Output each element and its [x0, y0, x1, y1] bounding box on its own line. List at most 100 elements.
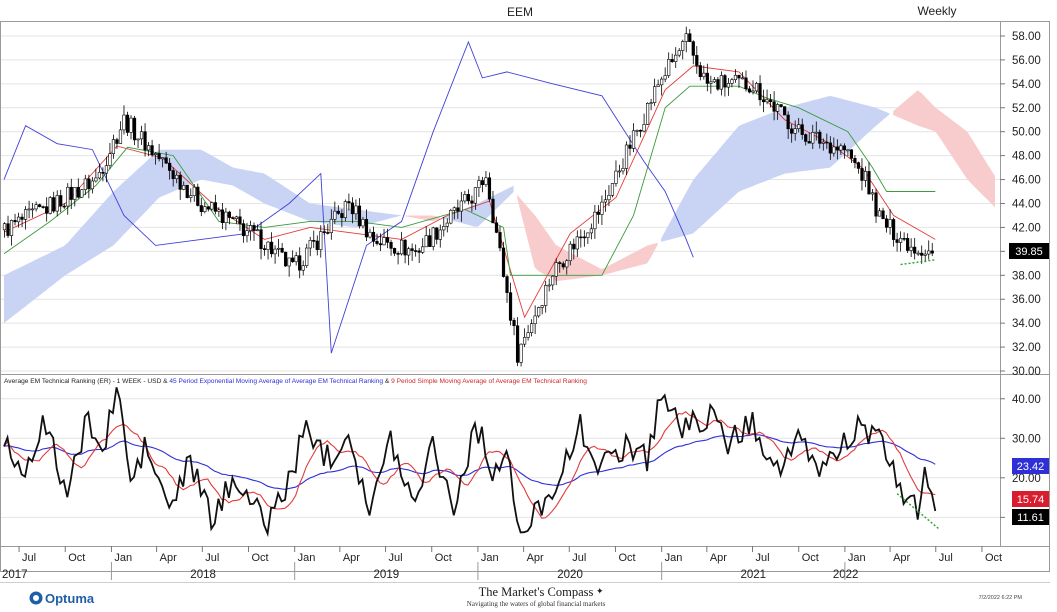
candle-body: [906, 238, 910, 251]
brand-title: The Market's Compass: [479, 585, 594, 599]
candle-body: [463, 194, 467, 202]
year-label: 2021: [741, 569, 767, 581]
candle-body: [442, 226, 446, 231]
ranking-tick-label: 40.00: [1012, 394, 1041, 406]
month-label: Oct: [435, 552, 452, 564]
candle-body: [392, 248, 397, 254]
candle-body: [438, 229, 442, 240]
year-label: 2018: [190, 569, 216, 581]
candle-body: [175, 174, 179, 180]
year-label: 2022: [833, 569, 859, 581]
candle-body: [628, 144, 632, 149]
candle-body: [294, 255, 298, 263]
candle-body: [927, 250, 931, 255]
candle-body: [62, 205, 66, 208]
candle-body: [726, 83, 731, 88]
candle-body: [702, 72, 706, 77]
candle-body: [445, 222, 449, 227]
candle-body: [530, 323, 534, 334]
month-label: Jul: [389, 552, 403, 564]
candle-body: [568, 243, 572, 262]
candle-body: [558, 262, 562, 264]
candle-body: [389, 242, 393, 249]
candle-body: [779, 104, 783, 107]
cloud-bearish-band: [893, 90, 995, 208]
declining-trendline: [896, 493, 940, 530]
candle-body: [266, 241, 270, 250]
candle-body: [385, 237, 390, 243]
candle-body: [6, 223, 10, 236]
candle-body: [421, 246, 425, 253]
price-tick-label: 32.00: [1012, 342, 1041, 354]
month-label: Jul: [22, 552, 36, 564]
candle-body: [512, 320, 516, 327]
candle-body: [786, 114, 790, 130]
chart-frame: [0, 21, 1050, 572]
candle-body: [371, 231, 376, 242]
candle-body: [80, 189, 84, 198]
candle-body: [484, 177, 488, 185]
candle-body: [13, 220, 17, 223]
month-label: Oct: [618, 552, 635, 564]
candle-body: [575, 236, 579, 250]
candle-body: [368, 231, 372, 238]
candle-body: [719, 75, 723, 90]
candle-body: [537, 307, 541, 317]
candle-body: [807, 141, 811, 144]
ema-value-text: 23.42: [1017, 461, 1045, 473]
candle-body: [357, 205, 362, 227]
candle-body: [818, 131, 822, 144]
candle-body: [414, 250, 418, 252]
candle-body: [203, 206, 207, 213]
candle-body: [783, 106, 787, 116]
candle-body: [466, 194, 470, 202]
candle-body: [171, 170, 175, 180]
compass-icon: ✦: [596, 586, 604, 596]
candle-body: [477, 180, 481, 188]
candle-body: [561, 263, 565, 268]
candle-body: [31, 208, 35, 211]
candle-body: [354, 205, 358, 215]
candle-body: [712, 79, 716, 83]
candle-body: [660, 78, 664, 86]
candle-body: [459, 200, 463, 212]
candle-body: [238, 216, 242, 224]
cloud-bullish-band: [443, 185, 514, 227]
candle-body: [456, 207, 460, 212]
candle-body: [104, 165, 109, 174]
candle-body: [533, 315, 537, 325]
candle-body: [76, 187, 80, 198]
price-tick-label: 42.00: [1012, 222, 1041, 234]
candle-body: [125, 114, 130, 133]
brand-tagline: Navigating the waters of global financia…: [467, 600, 606, 608]
month-label: Jul: [572, 552, 586, 564]
candle-body: [913, 246, 917, 254]
support-trendline-line: [900, 259, 936, 266]
candle-body: [308, 240, 312, 249]
candle-body: [424, 235, 428, 248]
candle-body: [473, 187, 477, 204]
candle-body: [378, 243, 383, 246]
candle-body: [168, 162, 172, 171]
candle-body: [888, 219, 892, 228]
candle-body: [677, 50, 681, 56]
year-label: 2020: [557, 569, 583, 581]
candle-body: [41, 206, 45, 208]
candle-body: [108, 153, 112, 166]
month-label: Oct: [251, 552, 268, 564]
candle-body: [540, 305, 544, 308]
candle-body: [874, 192, 878, 217]
price-tick-label: 48.00: [1012, 151, 1041, 163]
candle-body: [617, 170, 622, 173]
candle-body: [716, 79, 720, 90]
candle-body: [698, 65, 702, 77]
candle-body: [136, 138, 140, 141]
candle-body: [603, 199, 608, 203]
candle-body: [245, 230, 249, 237]
candle-body: [740, 77, 745, 80]
candle-body: [849, 149, 854, 159]
candle-body: [101, 171, 105, 174]
candle-body: [287, 257, 291, 267]
month-label: Jan: [114, 552, 132, 564]
